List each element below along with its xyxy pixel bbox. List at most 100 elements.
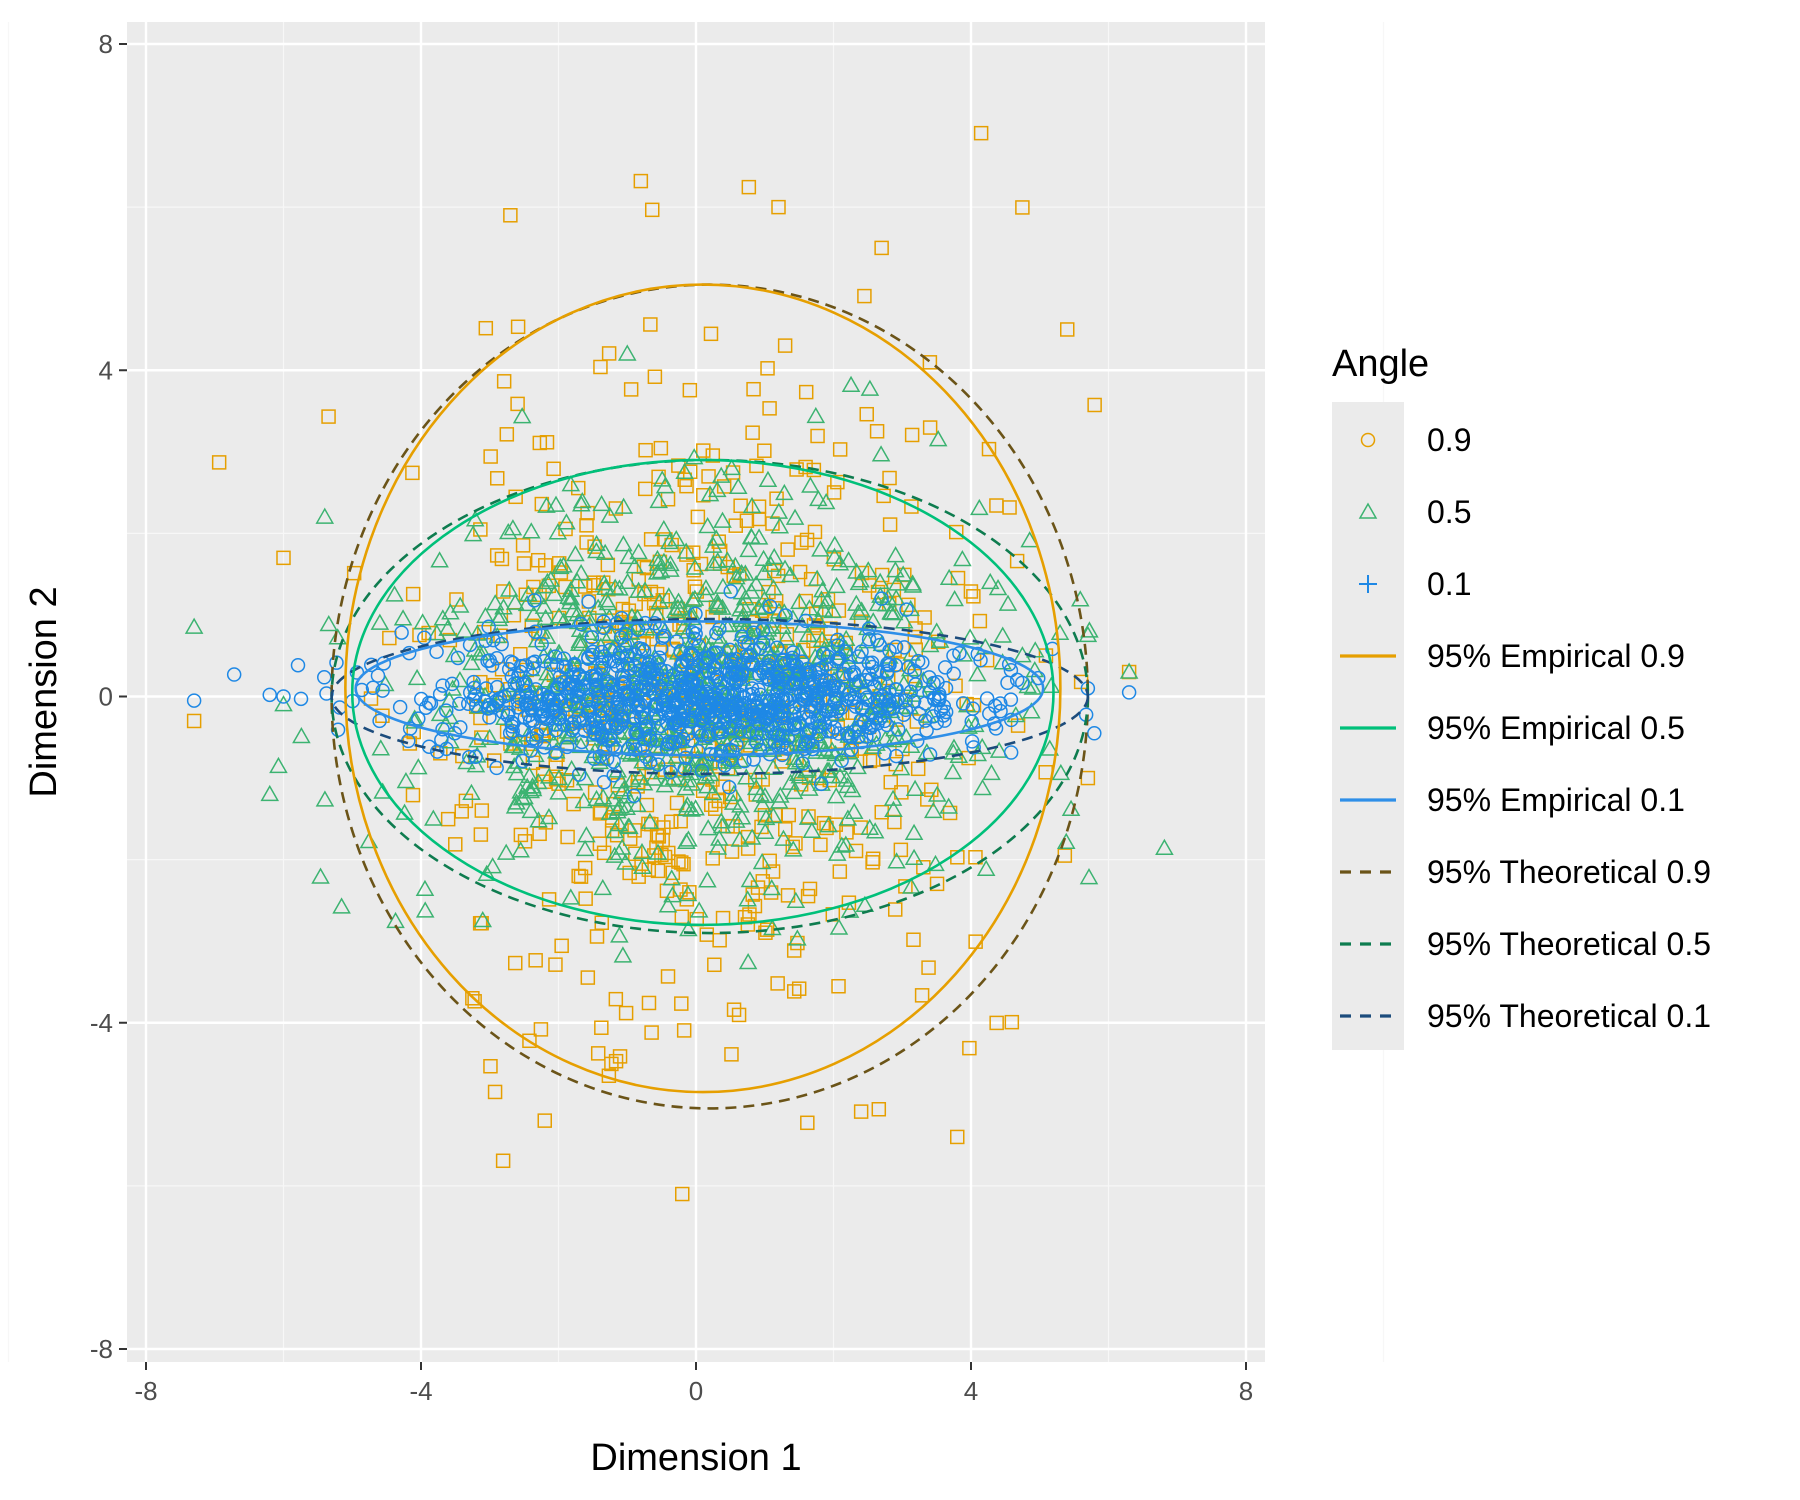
point-0.1: [872, 637, 888, 653]
point-0.5: [537, 627, 557, 644]
point-0.5: [998, 594, 1018, 611]
point-0.9: [740, 841, 756, 856]
point-0.5: [496, 843, 516, 860]
point-0.5: [741, 527, 761, 544]
point-0.5: [1051, 763, 1071, 781]
point-0.9: [705, 851, 720, 866]
point-0.5: [707, 529, 726, 546]
point-0.5: [848, 757, 867, 775]
point-0.1: [482, 710, 497, 725]
point-0.9: [382, 630, 397, 646]
point-0.5: [738, 952, 758, 970]
point-0.1: [609, 658, 625, 674]
point-0.1: [919, 723, 934, 738]
point-0.1: [770, 669, 785, 685]
point-0.5: [832, 836, 852, 853]
point-0.5: [600, 506, 620, 523]
point-0.9: [989, 1015, 1004, 1031]
y-tick-label: 0: [99, 682, 113, 712]
point-0.5: [438, 619, 457, 636]
point-0.9: [571, 480, 586, 496]
point-0.1: [899, 602, 914, 617]
point-0.1: [906, 693, 922, 709]
point-0.5: [784, 782, 804, 800]
point-0.5: [887, 852, 906, 869]
point-0.1: [915, 655, 930, 670]
point-0.5: [798, 625, 818, 642]
point-0.5: [886, 546, 905, 563]
point-0.1: [478, 633, 493, 648]
point-0.5: [943, 762, 963, 780]
point-0.5: [594, 574, 614, 591]
point-0.5: [462, 653, 481, 671]
point-0.1: [629, 680, 645, 696]
point-0.9: [321, 409, 336, 424]
point-0.1: [662, 699, 677, 715]
point-0.5: [1023, 678, 1043, 695]
point-0.1: [979, 691, 995, 706]
point-0.9: [1087, 397, 1102, 413]
point-0.1: [814, 673, 829, 688]
point-0.1: [537, 653, 552, 669]
y-tick-labels: -8 -4 0 4 8: [90, 29, 113, 1364]
point-0.1: [559, 739, 575, 755]
point-0.5: [644, 769, 663, 786]
point-0.5: [619, 547, 638, 565]
point-0.1: [522, 696, 538, 712]
point-0.1: [574, 734, 590, 750]
x-tick-labels: -8 -4 0 4 8: [134, 1376, 1253, 1406]
point-0.1: [504, 714, 519, 730]
point-0.1: [802, 671, 817, 687]
point-0.5: [809, 489, 828, 507]
point-0.9: [1002, 500, 1017, 515]
point-0.1: [815, 708, 831, 723]
point-0.1: [722, 780, 737, 795]
point-0.5: [708, 551, 728, 569]
point-0.5: [770, 517, 790, 534]
point-0.5: [704, 554, 723, 571]
point-0.1: [401, 645, 417, 661]
point-0.5: [727, 568, 746, 585]
point-0.1: [760, 718, 775, 734]
axis-ticks: [119, 43, 1247, 1370]
point-0.1: [1121, 685, 1137, 700]
point-0.9: [604, 1056, 619, 1072]
point-0.9: [489, 471, 505, 486]
point-0.9: [962, 1040, 977, 1056]
point-0.1: [462, 685, 478, 700]
point-0.1: [548, 745, 563, 761]
point-0.1: [1003, 692, 1019, 707]
point-0.9: [467, 994, 482, 1009]
point-0.5: [483, 857, 502, 874]
point-0.1: [611, 650, 627, 666]
point-0.5: [838, 776, 857, 794]
point-0.1: [658, 706, 673, 721]
point-0.5: [698, 819, 718, 836]
point-0.9: [522, 1033, 537, 1049]
point-0.5: [878, 673, 898, 690]
legend-key-0.1: [1359, 575, 1377, 593]
point-0.9: [887, 814, 902, 830]
point-0.1: [667, 715, 683, 730]
point-0.5: [538, 572, 557, 590]
point-0.9: [882, 470, 897, 486]
point-0.9: [857, 288, 872, 304]
point-0.1: [881, 657, 896, 673]
point-0.1: [505, 716, 521, 731]
point-0.5: [867, 734, 886, 751]
point-0.9: [813, 837, 828, 853]
point-0.5: [675, 462, 694, 479]
point-0.1: [647, 698, 662, 713]
point-0.5: [633, 857, 652, 875]
point-0.5: [539, 767, 559, 784]
point-0.1: [713, 743, 729, 759]
point-0.5: [444, 645, 464, 663]
point-0.5: [885, 720, 904, 737]
point-0.9: [853, 1104, 869, 1119]
point-0.5: [666, 530, 686, 547]
point-0.9: [778, 822, 793, 837]
point-0.1: [511, 668, 526, 683]
point-0.5: [260, 784, 280, 802]
point-0.1: [502, 725, 518, 741]
point-0.1: [687, 631, 702, 646]
